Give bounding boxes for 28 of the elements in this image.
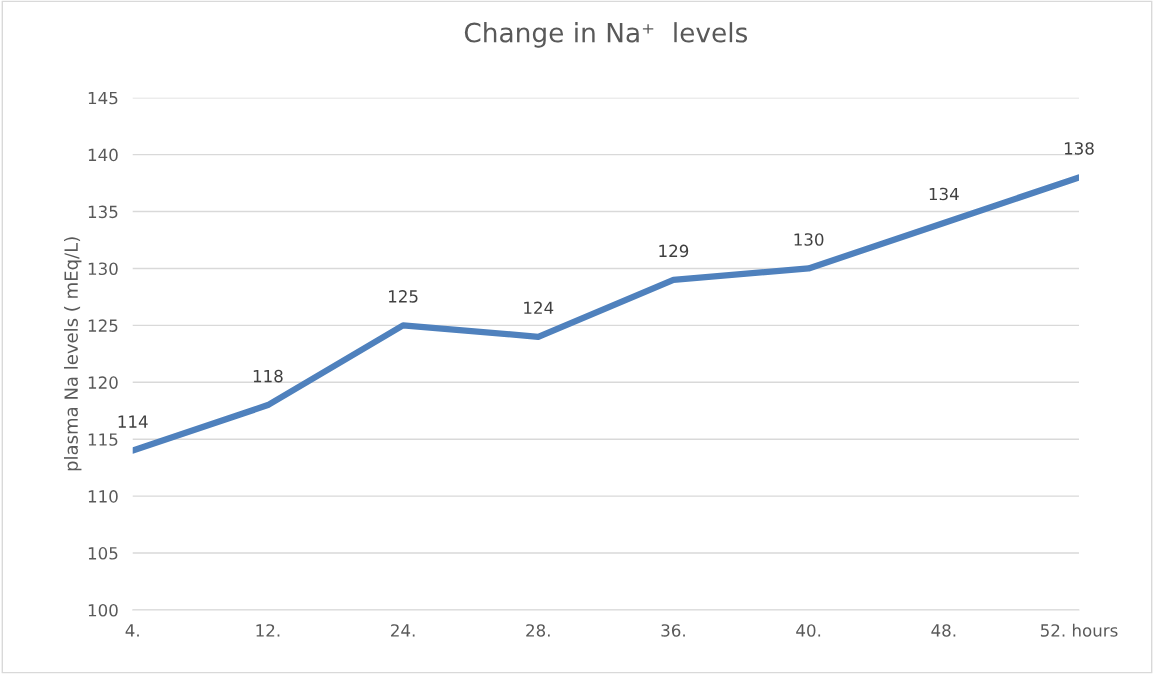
data-label: 130 — [794, 233, 824, 246]
x-tick-label: 12. — [256, 624, 280, 637]
y-tick-label: 140 — [88, 148, 118, 162]
data-label: 114 — [118, 415, 148, 428]
chart-title: Change in Na⁺ levels — [464, 22, 748, 48]
y-tick-label: 105 — [88, 547, 118, 560]
data-label: 129 — [659, 244, 689, 258]
data-label: 134 — [929, 187, 959, 201]
data-label: 125 — [389, 290, 418, 303]
y-tick-label: 135 — [88, 205, 118, 219]
x-tick-label: 24. — [391, 624, 415, 637]
x-tick-label: 48. — [931, 624, 956, 637]
y-axis-title: plasma Na levels ( mEq/L) — [63, 237, 82, 471]
y-tick-label: 110 — [88, 490, 118, 503]
x-tick-label: 28. — [526, 624, 550, 637]
y-tick-label: 100 — [88, 603, 118, 617]
data-label: 138 — [1064, 142, 1094, 155]
x-tick-label: 4. — [125, 624, 139, 637]
x-tick-label: 40. — [796, 624, 821, 637]
y-tick-label: 145 — [88, 91, 118, 105]
y-tick-label: 115 — [88, 433, 118, 446]
y-tick-label: 120 — [88, 376, 118, 389]
y-tick-label: 125 — [88, 319, 118, 332]
x-tick-label: 52. hours — [1040, 623, 1118, 637]
x-tick-label: 36. — [661, 624, 685, 637]
y-tick-label: 130 — [88, 262, 118, 276]
data-label: 118 — [253, 369, 283, 383]
data-label: 124 — [524, 301, 554, 314]
